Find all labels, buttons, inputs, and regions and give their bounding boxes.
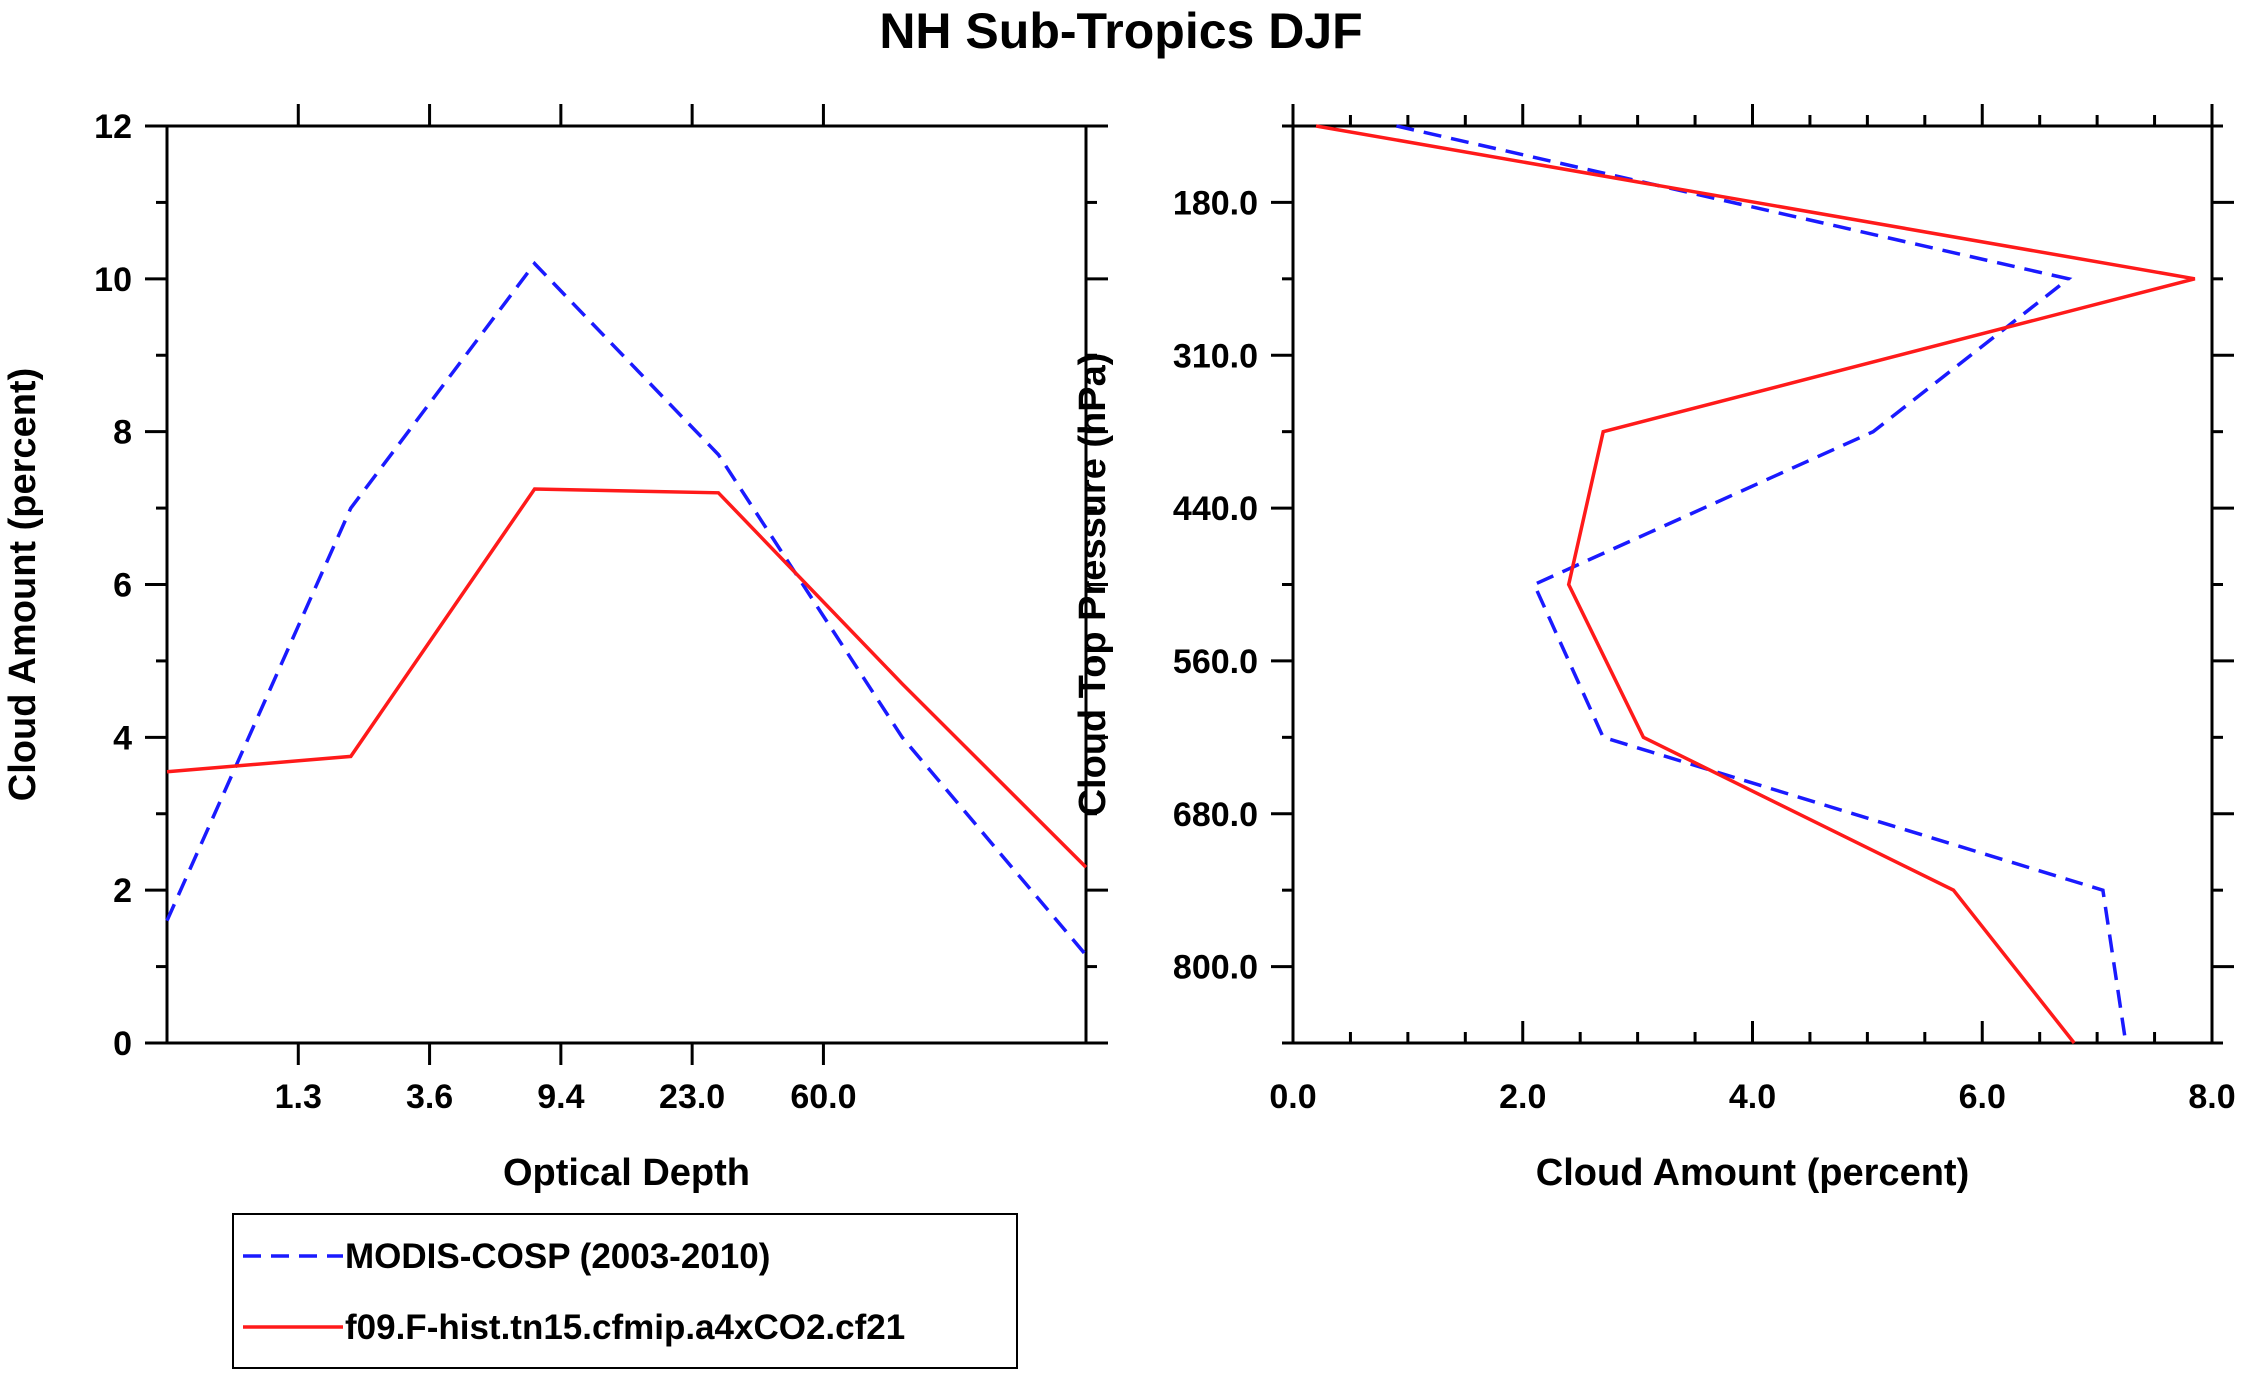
legend-label-model: f09.F-hist.tn15.cfmip.a4xCO2.cf21 — [345, 1308, 905, 1347]
series-line-model — [1315, 124, 2196, 1045]
legend-label-modis: MODIS-COSP (2003-2010) — [345, 1237, 770, 1276]
x-tick-label: 3.6 — [406, 1078, 453, 1116]
y-tick-label: 800.0 — [1173, 949, 1258, 987]
y-tick-label: 2 — [113, 872, 132, 910]
x-tick-label: 0.0 — [1269, 1078, 1316, 1116]
x-tick-label: 4.0 — [1729, 1078, 1776, 1116]
y-tick-label: 310.0 — [1173, 337, 1258, 375]
y-axis-label: Cloud Amount (percent) — [2, 368, 44, 801]
y-tick-label: 10 — [94, 261, 132, 299]
legend: MODIS-COSP (2003-2010) f09.F-hist.tn15.c… — [232, 1213, 1018, 1369]
legend-box — [232, 1213, 1018, 1369]
x-tick-label: 60.0 — [790, 1078, 856, 1116]
plot-frame — [1291, 124, 2214, 1045]
series-line-model — [166, 487, 1088, 869]
x-axis-label: Optical Depth — [503, 1152, 750, 1194]
figure-title: NH Sub-Tropics DJF — [879, 3, 1362, 59]
y-tick-label: 680.0 — [1173, 796, 1258, 834]
pressure-panel: 0.0 2.0 4.0 6.0 8.0 180.0 310.0 440.0 560.0 680.0… — [1072, 104, 2236, 1194]
optical-depth-panel: 0 2 4 6 8 10 12 1.3 3.6 9.4 23.0 60.0 Optical Depth C… — [2, 104, 1108, 1194]
x-tick-label: 1.3 — [275, 1078, 322, 1116]
x-tick-label: 23.0 — [659, 1078, 725, 1116]
y-tick-label: 8 — [113, 414, 132, 452]
series-line-modis — [1396, 124, 2128, 1044]
y-tick-label: 180.0 — [1173, 184, 1258, 222]
series-line-modis — [165, 260, 1088, 957]
plot-frame — [165, 124, 1088, 1045]
x-tick-label: 6.0 — [1959, 1078, 2006, 1116]
y-tick-label: 12 — [94, 108, 132, 146]
y-tick-label: 0 — [113, 1025, 132, 1063]
y-tick-label: 6 — [113, 567, 132, 605]
x-tick-label: 2.0 — [1499, 1078, 1546, 1116]
y-axis-label: Cloud Top Pressure (hPa) — [1072, 353, 1114, 817]
y-tick-label: 4 — [113, 719, 132, 757]
x-tick-label: 9.4 — [537, 1078, 584, 1116]
x-axis-label: Cloud Amount (percent) — [1536, 1152, 1969, 1194]
x-tick-label: 8.0 — [2188, 1078, 2235, 1116]
y-tick-label: 560.0 — [1173, 643, 1258, 681]
y-tick-label: 440.0 — [1173, 490, 1258, 528]
